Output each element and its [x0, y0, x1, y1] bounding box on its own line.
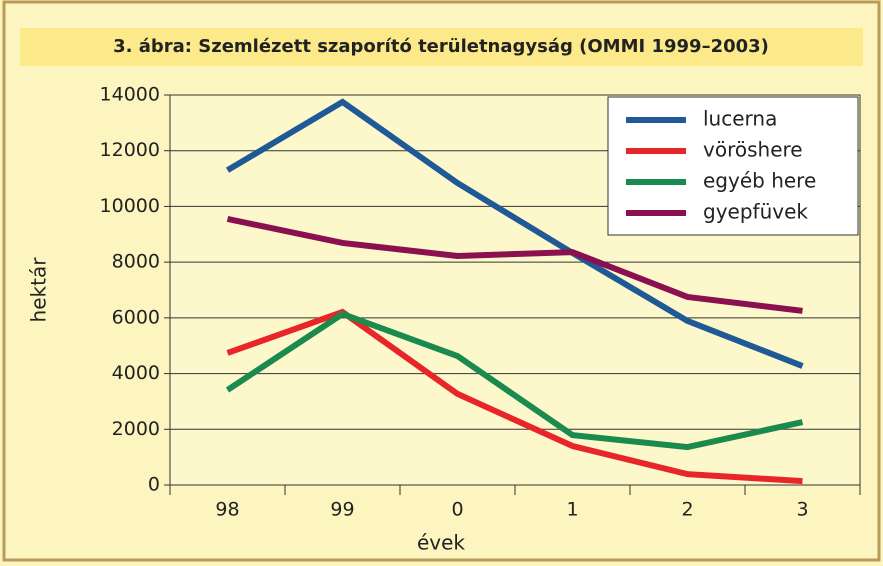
chart-title: 3. ábra: Szemlézett szaporító területnag…	[113, 36, 769, 57]
series-line	[225, 310, 804, 451]
y-tick-label: 2000	[112, 418, 160, 440]
x-tick-label: 1	[566, 499, 578, 521]
x-tick-label: 98	[215, 499, 239, 521]
legend-label: vöröshere	[703, 138, 803, 162]
legend-label: lucerna	[703, 107, 777, 131]
y-axis-label: hektár	[27, 257, 51, 323]
y-tick-label: 0	[148, 474, 160, 496]
legend-label: gyepfüvek	[703, 200, 808, 224]
series-line	[226, 216, 803, 314]
x-tick-label: 0	[451, 499, 463, 521]
y-tick-label: 4000	[112, 362, 160, 384]
x-tick-label: 99	[330, 499, 354, 521]
y-tick-label: 6000	[112, 306, 160, 328]
legend-label: egyéb here	[703, 169, 816, 193]
y-tick-label: 14000	[100, 84, 160, 106]
series-line	[226, 308, 803, 485]
x-tick-label: 3	[796, 499, 808, 521]
title-bar	[20, 28, 863, 66]
series-line	[225, 98, 804, 369]
x-axis-label: évek	[417, 531, 465, 555]
y-tick-label: 10000	[100, 195, 160, 217]
x-tick-label: 2	[681, 499, 693, 521]
y-tick-label: 12000	[100, 139, 160, 161]
y-tick-label: 8000	[112, 251, 160, 273]
